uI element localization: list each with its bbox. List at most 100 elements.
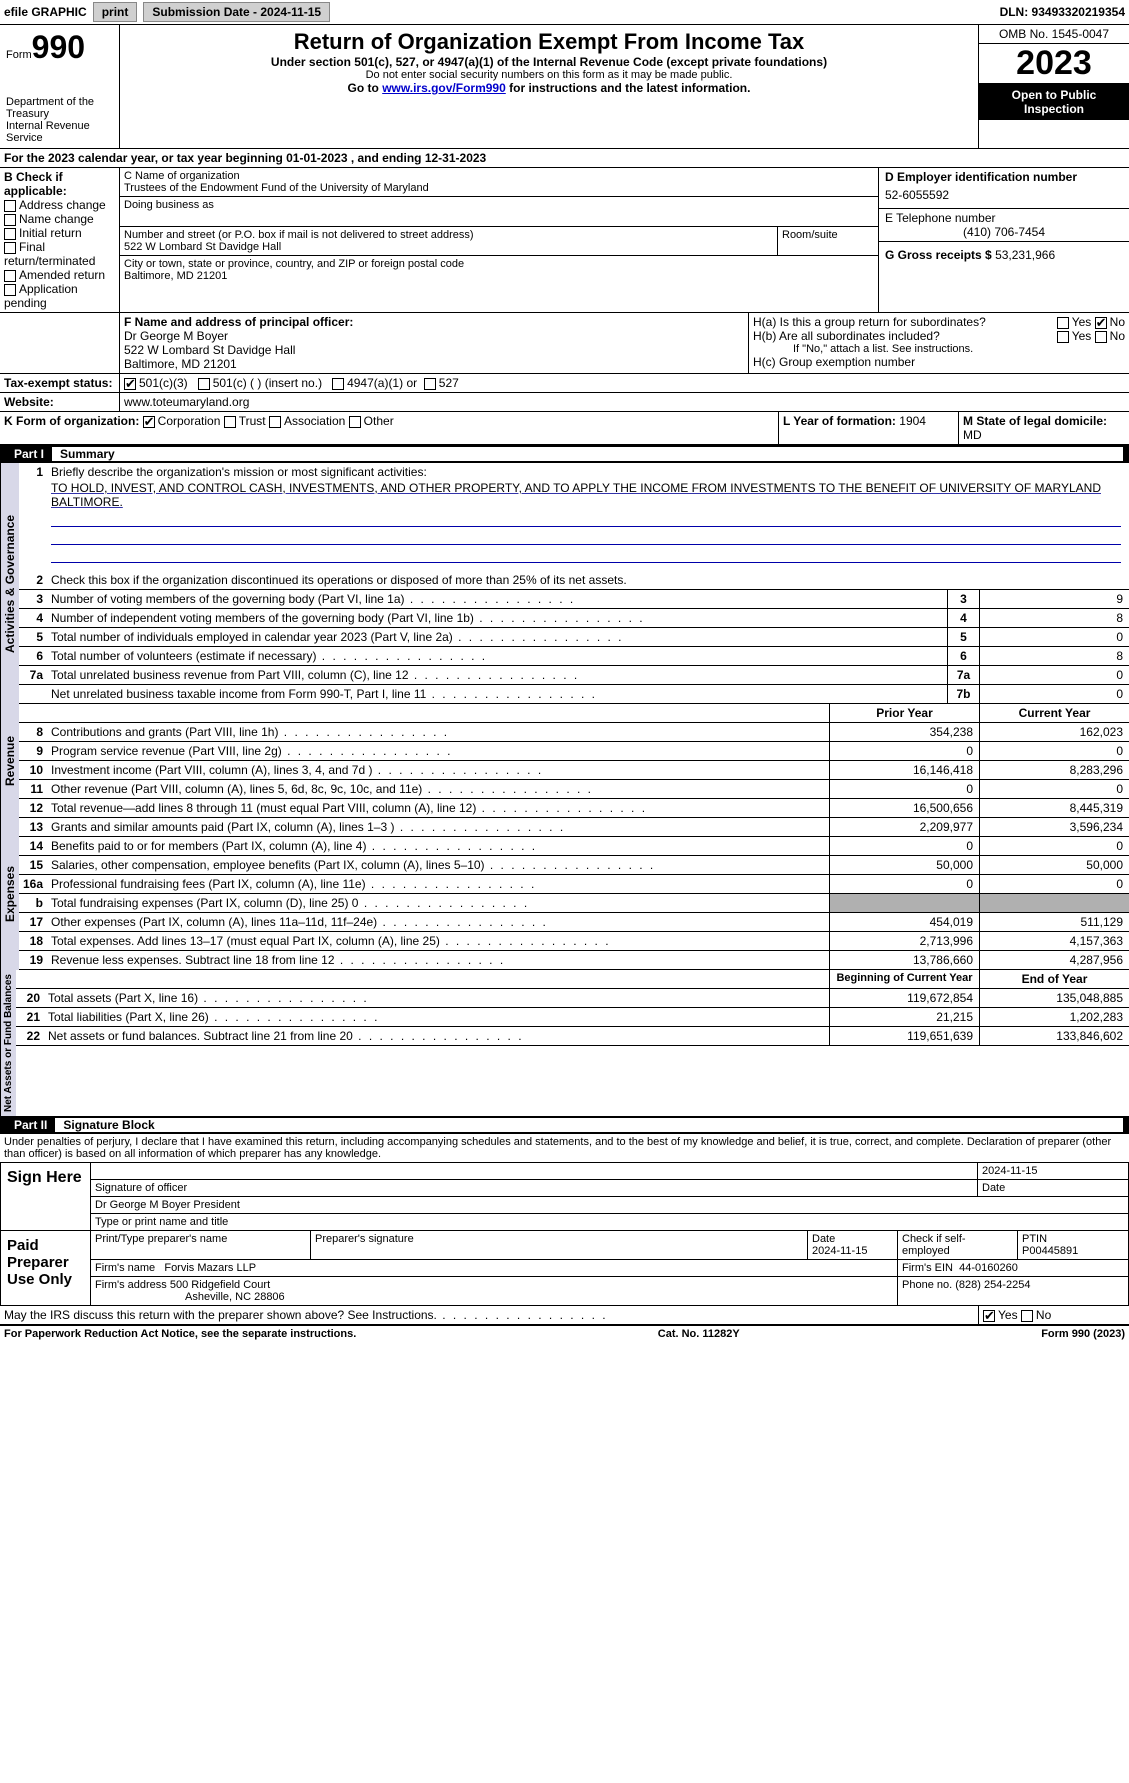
gross-label: G Gross receipts $ [885,248,992,262]
501c3-checkbox[interactable] [124,378,136,390]
open-public-badge: Open to Public Inspection [979,84,1129,120]
ha-yes-checkbox[interactable] [1057,317,1069,329]
part2-header: Part II Signature Block [0,1116,1129,1134]
corp-checkbox[interactable] [143,416,155,428]
line-desc: Total revenue—add lines 8 through 11 (mu… [47,799,829,817]
h-a-label: H(a) Is this a group return for subordin… [753,315,986,329]
ha-no-checkbox[interactable] [1095,317,1107,329]
section-k-l-m: K Form of organization: Corporation Trus… [0,412,1129,445]
website-label: Website: [0,393,120,411]
name-change-checkbox[interactable] [4,214,16,226]
efile-label: efile GRAPHIC [4,5,87,19]
line-desc: Total fundraising expenses (Part IX, col… [47,894,829,912]
line-desc: Contributions and grants (Part VIII, lin… [47,723,829,741]
exp-vlabel: Expenses [0,818,19,970]
h-b-label: H(b) Are all subordinates included? [753,329,940,343]
line-desc: Total assets (Part X, line 16) [44,989,829,1007]
org-name-label: C Name of organization [124,170,874,182]
ein-value: 52-6055592 [885,184,1123,206]
dept-label: Department of the Treasury Internal Reve… [6,96,113,144]
section-a: For the 2023 calendar year, or tax year … [0,149,1129,168]
section-b-label: B Check if applicable: [4,170,115,198]
line-desc: Total unrelated business revenue from Pa… [47,666,947,684]
dln-label: DLN: 93493320219354 [1000,5,1125,19]
paid-preparer-block: Paid Preparer Use Only Print/Type prepar… [0,1231,1129,1306]
form-number: 990 [32,29,85,65]
dba-label: Doing business as [124,199,874,211]
sections-b-through-g: B Check if applicable: Address change Na… [0,168,1129,313]
part1-header: Part I Summary [0,445,1129,463]
form-subtitle: Under section 501(c), 527, or 4947(a)(1)… [128,55,970,69]
declaration-text: Under penalties of perjury, I declare th… [0,1134,1129,1163]
line-desc: Other revenue (Part VIII, column (A), li… [47,780,829,798]
section-i-j: Tax-exempt status: 501(c)(3) 501(c) ( ) … [0,374,1129,393]
line-desc: Total liabilities (Part X, line 26) [44,1008,829,1026]
amended-return-checkbox[interactable] [4,270,16,282]
app-pending-checkbox[interactable] [4,284,16,296]
other-checkbox[interactable] [349,416,361,428]
addr-change-checkbox[interactable] [4,200,16,212]
line-desc: Total number of individuals employed in … [47,628,947,646]
line-desc: Total number of volunteers (estimate if … [47,647,947,665]
line-desc: Net unrelated business taxable income fr… [47,685,947,703]
527-checkbox[interactable] [424,378,436,390]
gross-value: 53,231,966 [995,248,1055,262]
tax-year-range: For the 2023 calendar year, or tax year … [0,149,1129,167]
city-label: City or town, state or province, country… [124,258,874,270]
line-desc: Benefits paid to or for members (Part IX… [47,837,829,855]
org-name: Trustees of the Endowment Fund of the Un… [124,182,874,194]
officer-city: Baltimore, MD 21201 [124,357,744,371]
assoc-checkbox[interactable] [269,416,281,428]
line-desc: Other expenses (Part IX, column (A), lin… [47,913,829,931]
4947-checkbox[interactable] [332,378,344,390]
hb-yes-checkbox[interactable] [1057,331,1069,343]
hb-no-checkbox[interactable] [1095,331,1107,343]
street-label: Number and street (or P.O. box if mail i… [124,229,773,241]
page-footer: For Paperwork Reduction Act Notice, see … [0,1325,1129,1342]
omb-number: OMB No. 1545-0047 [979,25,1129,44]
topbar: efile GRAPHIC print Submission Date - 20… [0,0,1129,25]
discuss-yes-checkbox[interactable] [983,1310,995,1322]
phone-label: E Telephone number [885,211,1123,225]
ein-label: D Employer identification number [885,170,1123,184]
h-c-label: H(c) Group exemption number [753,355,1125,369]
city-value: Baltimore, MD 21201 [124,270,874,282]
sections-f-h: F Name and address of principal officer:… [0,313,1129,374]
phone-value: (410) 706-7454 [885,225,1123,239]
final-return-checkbox[interactable] [4,242,16,254]
net-vlabel: Net Assets or Fund Balances [0,970,16,1116]
rev-vlabel: Revenue [0,704,19,818]
submission-date: Submission Date - 2024-11-15 [143,2,330,22]
line-desc: Net assets or fund balances. Subtract li… [44,1027,829,1045]
initial-return-checkbox[interactable] [4,228,16,240]
line-desc: Program service revenue (Part VIII, line… [47,742,829,760]
instructions-link[interactable]: www.irs.gov/Form990 [382,81,506,95]
officer-name: Dr George M Boyer [124,329,744,343]
form-label: Form [6,49,32,61]
street-value: 522 W Lombard St Davidge Hall [124,241,773,253]
ssn-warning: Do not enter social security numbers on … [128,69,970,81]
sign-here-block: Sign Here 2024-11-15 Signature of office… [0,1163,1129,1231]
line-desc: Professional fundraising fees (Part IX, … [47,875,829,893]
501c-checkbox[interactable] [198,378,210,390]
goto-prefix: Go to [348,81,383,95]
line-desc: Investment income (Part VIII, column (A)… [47,761,829,779]
trust-checkbox[interactable] [224,416,236,428]
line-desc: Number of independent voting members of … [47,609,947,627]
officer-street: 522 W Lombard St Davidge Hall [124,343,744,357]
tax-year: 2023 [979,44,1129,84]
website-value: www.toteumaryland.org [120,393,1129,411]
tax-status-label: Tax-exempt status: [0,374,120,392]
line-desc: Number of voting members of the governin… [47,590,947,608]
officer-label: F Name and address of principal officer: [124,315,744,329]
discuss-label: May the IRS discuss this return with the… [0,1306,979,1324]
h-b-note: If "No," attach a list. See instructions… [753,343,1125,355]
line-desc: Salaries, other compensation, employee b… [47,856,829,874]
form-title: Return of Organization Exempt From Incom… [128,29,970,55]
print-button[interactable]: print [93,2,138,22]
discuss-no-checkbox[interactable] [1021,1310,1033,1322]
line-desc: Grants and similar amounts paid (Part IX… [47,818,829,836]
form-org-label: K Form of organization: [4,414,139,428]
goto-suffix: for instructions and the latest informat… [506,81,751,95]
form-header: Form990 Department of the Treasury Inter… [0,25,1129,149]
